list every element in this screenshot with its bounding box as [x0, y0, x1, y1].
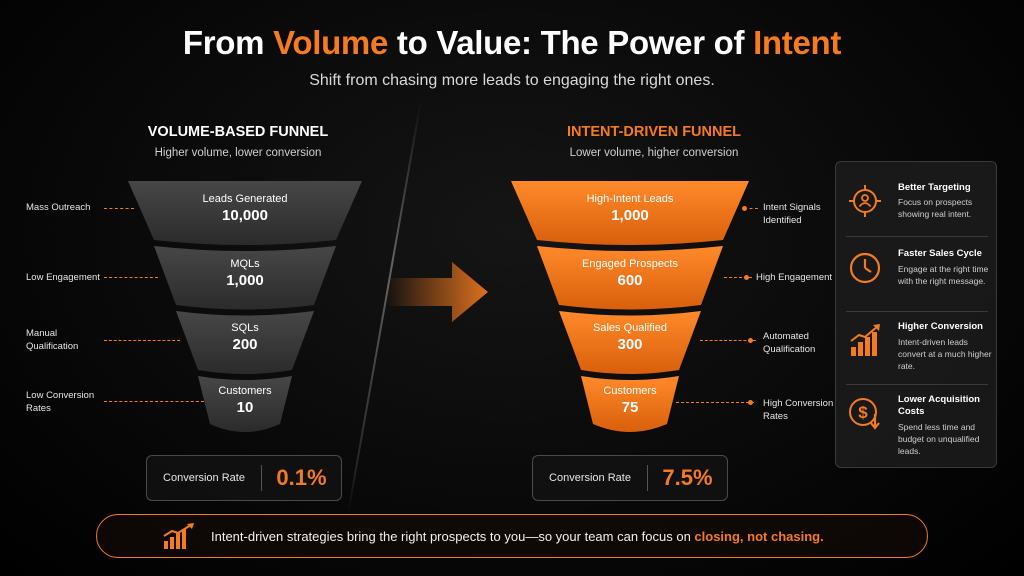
intent-stage-1: High-Intent Leads 1,000 [586, 193, 674, 224]
benefit-divider [846, 236, 988, 237]
intent-stage-4: Customers 75 [603, 385, 657, 416]
intent-side-label-3: Automated Qualification [763, 331, 816, 355]
volume-stage-1-shape [128, 181, 362, 245]
volume-stage-3: SQLs 200 [231, 322, 259, 353]
benefit-divider [846, 384, 988, 385]
footer-text: Intent-driven strategies bring the right… [211, 528, 824, 544]
volume-side-label-1: Mass Outreach [26, 202, 91, 213]
intent-connector-4 [676, 402, 754, 403]
conversion-value: 7.5% [662, 465, 713, 490]
intent-connector-1 [744, 208, 758, 209]
intent-stage-2-shape [537, 246, 723, 310]
benefit-lower-acquisition-costs: $ Lower Acquisition Costs Spend less tim… [836, 394, 998, 460]
footer-highlight: closing, not chasing. [694, 528, 824, 544]
volume-stage-3-shape [176, 311, 314, 374]
intent-stage-3: Sales Qualified 300 [593, 322, 667, 353]
intent-connector-2 [724, 277, 752, 278]
benefits-panel: Better Targeting Focus on prospects show… [835, 161, 997, 468]
dollar-down-icon: $ [849, 398, 880, 430]
volume-funnel-subtitle: Higher volume, lower conversion [154, 147, 322, 159]
intent-side-label-4: High Conversion Rates [763, 398, 834, 422]
intent-stage-4-shape [581, 376, 679, 432]
volume-stage-2: MQLs 1,000 [226, 258, 264, 289]
volume-side-label-2: Low Engagement [26, 272, 100, 283]
intent-funnel-title: INTENT-DRIVEN FUNNEL [567, 124, 741, 140]
volume-stage-4: Customers 10 [218, 385, 272, 416]
conversion-label: Conversion Rate [549, 472, 631, 484]
growth-chart-icon [163, 523, 194, 549]
volume-connector-3 [104, 340, 180, 341]
volume-side-label-4: Low Conversion Rates [26, 390, 95, 414]
conversion-value: 0.1% [276, 465, 327, 490]
intent-side-label-2: High Engagement [756, 272, 833, 283]
intent-connector-dot-4 [748, 400, 753, 405]
intent-conversion-box: Conversion Rate 7.5% [532, 455, 728, 501]
volume-conversion-box: Conversion Rate 0.1% [146, 455, 342, 501]
clock-icon [849, 252, 881, 284]
intent-connector-dot-3 [748, 338, 753, 343]
conversion-label: Conversion Rate [163, 472, 245, 484]
intent-side-label-1: Intent Signals Identified [763, 202, 821, 226]
intent-connector-dot-2 [744, 275, 749, 280]
intent-connector-dot-1 [742, 206, 747, 211]
intent-funnel-subtitle: Lower volume, higher conversion [569, 147, 739, 159]
benefit-better-targeting: Better Targeting Focus on prospects show… [836, 182, 998, 242]
volume-stage-1: Leads Generated 10,000 [202, 193, 288, 224]
growth-chart-icon [850, 324, 880, 356]
intent-stage-2: Engaged Prospects 600 [581, 258, 678, 289]
benefit-higher-conversion: Higher Conversion Intent-driven leads co… [836, 321, 998, 381]
volume-funnel-title: VOLUME-BASED FUNNEL [147, 124, 329, 140]
conversion-separator [647, 465, 648, 491]
volume-stage-4-shape [198, 376, 292, 432]
volume-side-label-3: Manual Qualification [26, 328, 79, 352]
volume-connector-4 [104, 401, 204, 402]
svg-text:$: $ [858, 403, 868, 422]
volume-connector-1 [104, 208, 134, 209]
page-title: From Volume to Value: The Power of Inten… [182, 24, 842, 61]
conversion-separator [261, 465, 262, 491]
intent-connector-3 [700, 340, 756, 341]
transition-arrow [385, 262, 488, 322]
target-user-icon [849, 185, 881, 217]
benefit-faster-sales-cycle: Faster Sales Cycle Engage at the right t… [836, 248, 998, 308]
volume-stage-2-shape [154, 246, 336, 310]
intent-stage-1-shape [511, 181, 749, 245]
volume-connector-2 [104, 277, 158, 278]
benefit-divider [846, 311, 988, 312]
footer-banner: Intent-driven strategies bring the right… [96, 514, 928, 558]
intent-stage-3-shape [559, 311, 701, 374]
page-subtitle: Shift from chasing more leads to engagin… [309, 72, 715, 89]
